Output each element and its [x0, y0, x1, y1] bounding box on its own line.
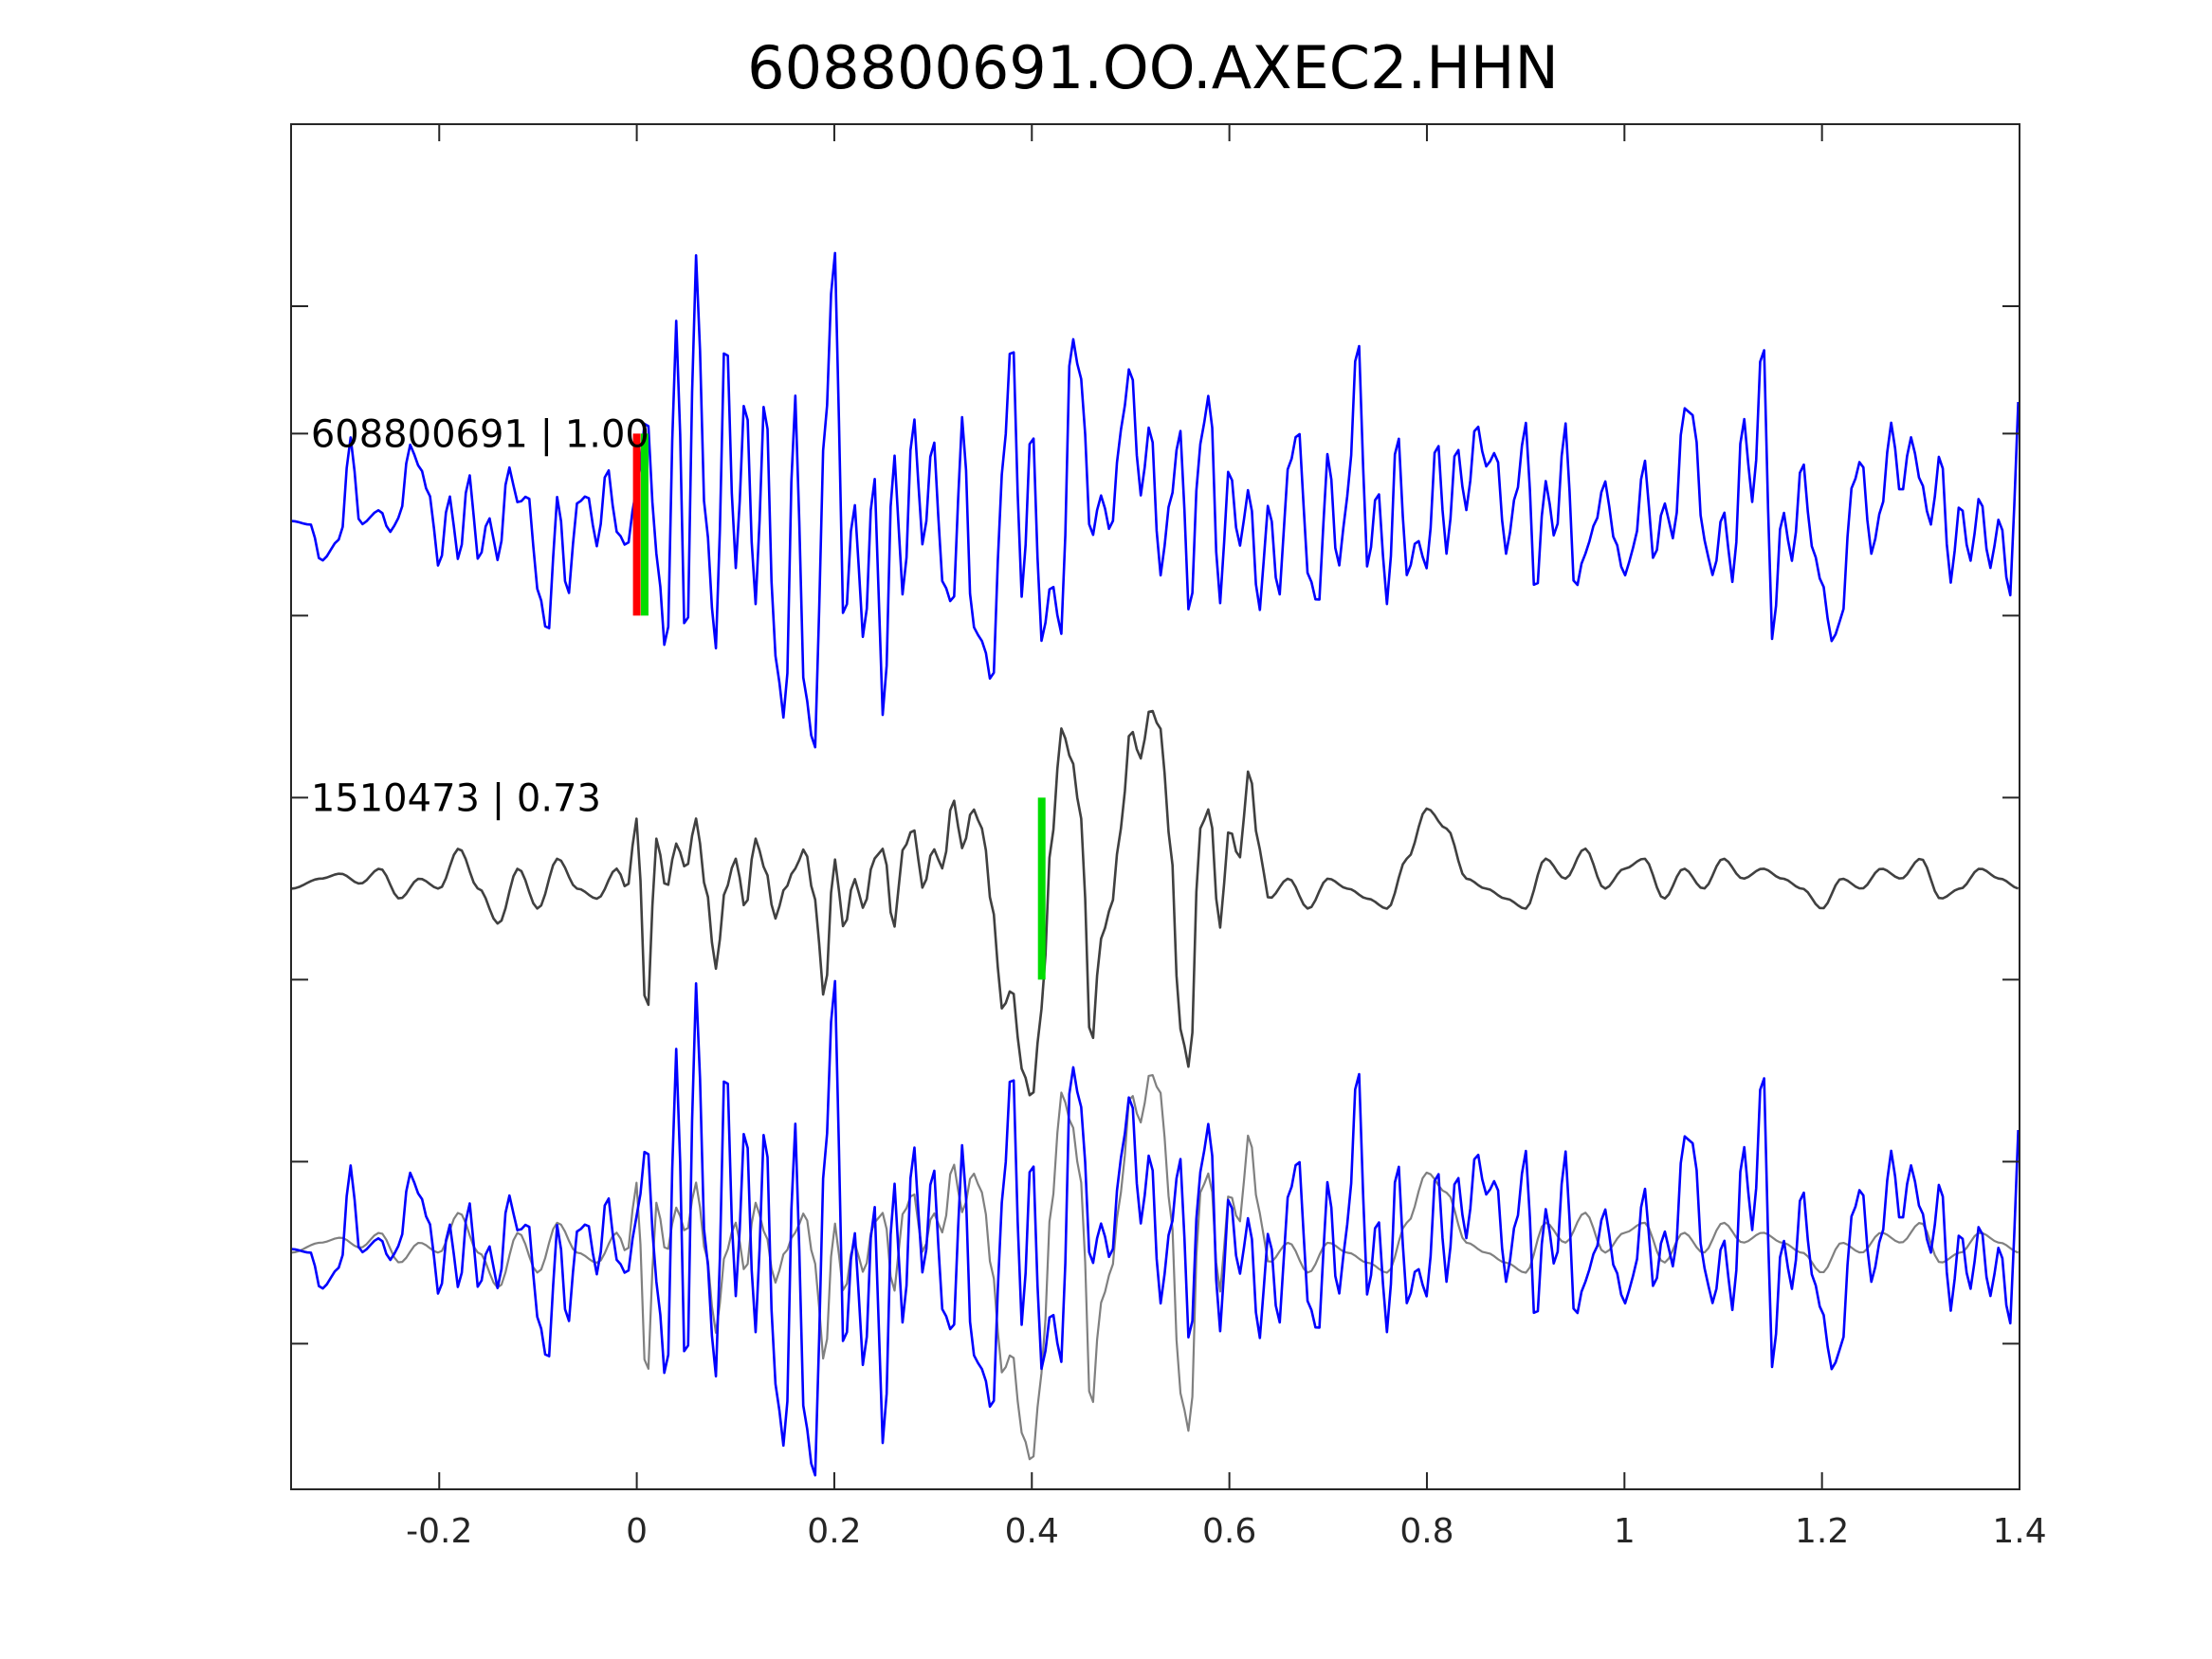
x-tick-label: 1.2	[1795, 1512, 1849, 1551]
axes-frame	[290, 123, 2020, 1490]
plot-area	[290, 251, 2020, 1477]
y-axis	[291, 305, 2020, 1345]
trace-label: 1510473 | 0.73	[311, 776, 601, 820]
trace-template_overlay	[290, 979, 2020, 1477]
x-tick-label: 0	[626, 1512, 648, 1551]
x-tick-label: 0.8	[1399, 1512, 1453, 1551]
x-tick-label: 0.2	[807, 1512, 861, 1551]
x-tick-label: 0.6	[1202, 1512, 1256, 1551]
x-tick-label: -0.2	[406, 1512, 472, 1551]
trace-template	[290, 251, 2020, 749]
trace-labels: 608800691 | 1.00 1510473 | 0.73	[311, 412, 649, 820]
x-tick-label: 0.4	[1005, 1512, 1059, 1551]
trace-detection_overlay	[290, 1073, 2020, 1461]
x-axis: -0.2 0 0.2 0.4 0.6 0.8 1 1.2 1.4	[290, 123, 2047, 1551]
chart-title: 608800691.OO.AXEC2.HHN	[747, 33, 1559, 102]
x-tick-label: 1.4	[1992, 1512, 2046, 1551]
trace-label: 608800691 | 1.00	[311, 412, 649, 456]
x-tick-label: 1	[1614, 1512, 1636, 1551]
trace-detection	[290, 709, 2020, 1097]
